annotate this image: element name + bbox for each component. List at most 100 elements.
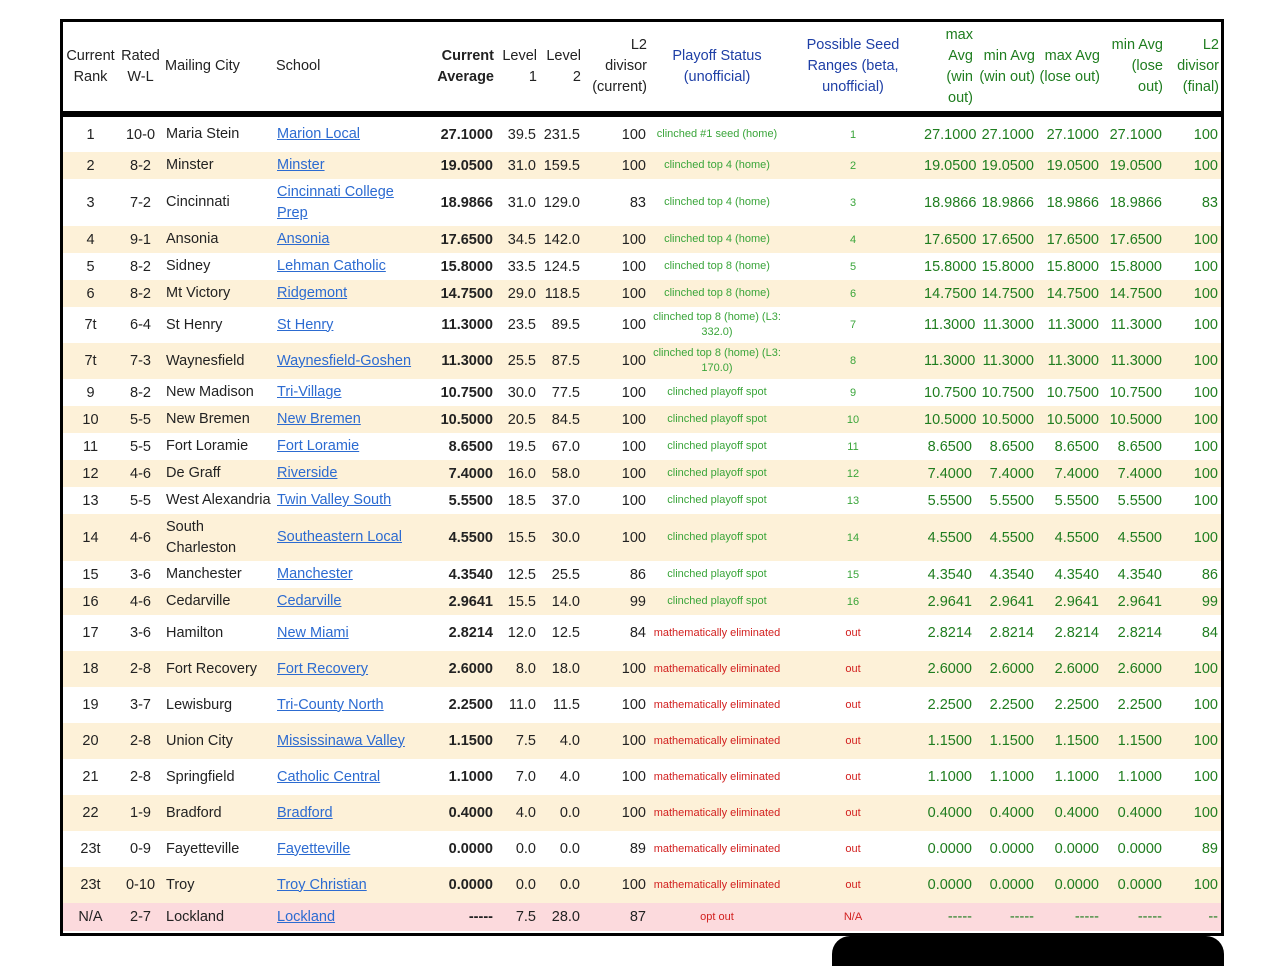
min-avg-lose-cell: 11.3000 (1110, 317, 1162, 333)
header-min-avg-lose: min Avg (lose out) (1102, 22, 1165, 117)
level1-cell: 15.5 (496, 588, 539, 615)
divisor-current-cell: 100 (583, 514, 649, 561)
wl-cell: 4-6 (118, 460, 163, 487)
playoff-status-cell: mathematically eliminated (649, 867, 785, 903)
school-link[interactable]: Tri-County North (277, 696, 384, 713)
seed-range-cell: out (785, 651, 921, 687)
min-avg-lose-cell: 27.1000 (1109, 126, 1162, 143)
school-link[interactable]: Twin Valley South (277, 492, 392, 508)
level1-cell: 7.0 (515, 769, 536, 785)
school-link[interactable]: St Henry (277, 316, 334, 333)
level2-cell: 58.0 (539, 460, 583, 487)
table-row: 10 5-5 New Bremen New Bremen 10.5000 20.5 84.5… (63, 406, 1221, 433)
divisor-current-cell: 100 (583, 723, 649, 759)
level2-cell: 37.0 (551, 492, 580, 509)
divisor-current-cell: 100 (583, 406, 649, 433)
average-cell: 11.3000 (422, 343, 496, 379)
school-link[interactable]: Ridgemont (277, 285, 348, 301)
school-link[interactable]: New Bremen (277, 411, 361, 427)
max-avg-lose-cell: 17.6500 (1037, 226, 1102, 253)
seed-range-cell: 10 (785, 406, 921, 433)
header-city: Mailing City (163, 22, 274, 117)
divisor-final-cell: 100 (1193, 438, 1218, 455)
school-link[interactable]: Cincinnati College Prep (277, 183, 394, 221)
school-link[interactable]: Fort Recovery (277, 660, 369, 677)
level1-cell: 31.0 (507, 194, 536, 211)
table-row: 16 4-6 Cedarville Cedarville 2.9641 15.5 14.0 9… (63, 588, 1221, 615)
school-link[interactable]: Fayetteville (277, 840, 351, 857)
table-row: 12 4-6 De Graff Riverside 7.4000 16.0 58.0 100 c… (63, 460, 1221, 487)
school-link[interactable]: Lehman Catholic (277, 258, 386, 274)
max-avg-lose-cell: 2.8214 (1054, 625, 1099, 641)
school-link[interactable]: Tri-Village (277, 384, 342, 400)
max-avg-win-cell: 0.0000 (921, 867, 975, 903)
wl-cell: 8-2 (130, 384, 151, 401)
playoff-status-cell: opt out (649, 903, 785, 931)
min-avg-win-cell: 17.6500 (975, 226, 1037, 253)
school-link[interactable]: Riverside (277, 465, 338, 481)
min-avg-win-cell: 4.5500 (975, 514, 1037, 561)
playoff-status-cell: clinched playoff spot (649, 460, 785, 487)
school-link[interactable]: Southeastern Local (277, 529, 402, 545)
divisor-current-cell: 84 (629, 625, 646, 641)
max-avg-lose-cell: 10.5000 (1037, 406, 1102, 433)
school-link[interactable]: Bradford (277, 804, 333, 821)
playoff-status-cell: clinched top 4 (home) (649, 152, 785, 179)
playoff-status-cell: clinched playoff spot (667, 440, 767, 452)
divisor-current-cell: 100 (621, 769, 646, 785)
school-link[interactable]: Manchester (277, 566, 353, 582)
average-cell: 1.1500 (422, 723, 496, 759)
seed-range-cell: 13 (846, 494, 860, 507)
level2-cell: 0.0 (559, 841, 580, 857)
table-row: 20 2-8 Union City Mississinawa Valley 1.1500… (63, 723, 1221, 759)
min-avg-lose-cell: 2.9641 (1102, 588, 1165, 615)
min-avg-lose-cell: 2.8214 (1117, 625, 1162, 641)
divisor-current-cell: 100 (621, 384, 646, 401)
rank-cell: 11 (82, 438, 99, 455)
standings-table-container: Current Rank Rated W-L Mailing City Scho… (60, 19, 1224, 936)
max-avg-win-cell: 2.2500 (927, 697, 972, 713)
school-link[interactable]: Waynesfield-Goshen (277, 352, 412, 369)
min-avg-lose-cell: 4.5500 (1102, 514, 1165, 561)
city-cell: Cedarville (163, 588, 274, 615)
wl-cell: 7-2 (130, 194, 151, 211)
school-link[interactable]: New Miami (277, 624, 349, 641)
school-link[interactable]: Lockland (277, 908, 336, 925)
level1-cell: 23.5 (507, 317, 536, 333)
city-cell: South Charleston (163, 514, 274, 561)
school-link[interactable]: Catholic Central (277, 768, 381, 785)
min-avg-win-cell: 10.5000 (975, 406, 1037, 433)
school-link[interactable]: Ansonia (277, 231, 330, 247)
seed-range-cell: 7 (849, 319, 857, 331)
school-link[interactable]: Troy Christian (277, 876, 367, 893)
rank-cell: 13 (82, 492, 99, 509)
school-link[interactable]: Cedarville (277, 593, 342, 609)
school-link[interactable]: Marion Local (277, 126, 361, 142)
divisor-final-cell: 100 (1165, 723, 1221, 759)
city-cell: Maria Stein (166, 126, 240, 142)
max-avg-lose-cell: 18.9866 (1046, 194, 1099, 211)
max-avg-win-cell: 10.7500 (924, 384, 977, 401)
divisor-current-cell: 83 (629, 194, 646, 211)
wl-cell: 4-6 (118, 588, 163, 615)
rank-cell: 9 (86, 384, 95, 401)
min-avg-lose-cell: 4.3540 (1117, 566, 1162, 583)
divisor-final-cell: 100 (1193, 317, 1218, 333)
divisor-final-cell: -- (1165, 903, 1221, 931)
header-rank: Current Rank (63, 22, 118, 117)
divisor-final-cell: 100 (1165, 651, 1221, 687)
level1-cell: 20.5 (496, 406, 539, 433)
school-cell: Fayetteville (274, 831, 422, 867)
min-avg-win-cell: 0.4000 (975, 795, 1037, 831)
divisor-final-cell: 100 (1165, 226, 1221, 253)
divisor-current-cell: 100 (583, 795, 649, 831)
school-cell: Cincinnati College Prep (274, 179, 422, 226)
max-avg-win-cell: 1.1000 (927, 769, 972, 785)
table-row: 23t 0-9 Fayetteville Fayetteville 0.0000 0.0 0… (63, 831, 1221, 867)
school-link[interactable]: Fort Loramie (277, 438, 360, 454)
school-link[interactable]: Mississinawa Valley (277, 732, 405, 749)
max-avg-win-cell: 14.7500 (921, 280, 976, 307)
min-avg-win-cell: 1.1000 (989, 769, 1034, 785)
seed-range-cell: out (845, 771, 861, 783)
school-link[interactable]: Minster (277, 157, 325, 173)
